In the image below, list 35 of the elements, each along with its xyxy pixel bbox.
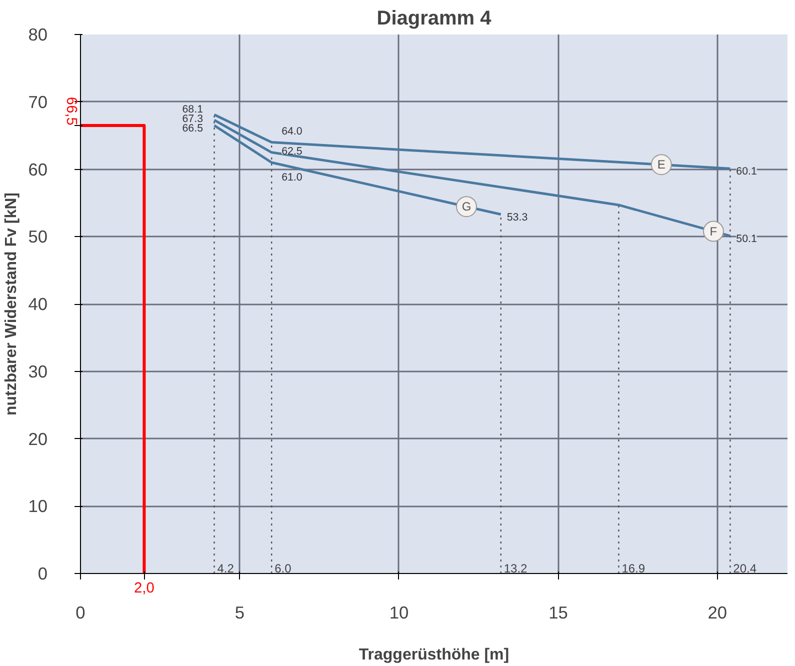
y-tick-label: 70 [28,92,48,112]
data-label: 53.3 [506,211,528,224]
ref-line-label: 20.4 [733,562,757,576]
data-label: 61.0 [282,172,302,184]
line-series [213,118,732,238]
ref-line-label: 4.2 [217,562,234,576]
ref-line-label: 6.0 [274,562,292,576]
series-label: G [462,200,472,214]
chart-title: Diagramm 4 [376,8,492,30]
y-tick-label: 50 [28,226,48,247]
x-tick-label: 15 [548,602,568,622]
y-tick-label: 80 [28,24,48,44]
data-label: 68.1 [182,104,204,116]
x-tick-label: 0 [76,602,86,622]
ref-line-label: 13.2 [504,562,528,576]
x-tick-label: 5 [234,602,245,622]
ref-line-label: 16.9 [622,562,646,576]
series-label: E [657,158,666,172]
y-tick-label: 20 [28,428,48,449]
data-label: 64.0 [282,125,302,138]
y-tick-label: 10 [28,496,48,516]
y-tick-label: 30 [28,361,48,382]
x-tick-label: 20 [708,602,728,622]
x-axis-title: Traggerüsthöhe [m] [358,646,510,664]
y-axis-title: nutzbarer Widerstand Fv [kN] [3,192,20,416]
data-label: 50.1 [736,232,757,245]
series-label: F [710,224,718,238]
data-label: 60.1 [736,166,757,178]
data-label: 62.5 [282,145,302,158]
y-tick-label: 40 [28,294,48,314]
y-tick-label: 0 [38,564,48,584]
annotation: 2,0 [134,580,154,596]
annotation: 66,5 [63,96,79,126]
y-tick-label: 60 [28,159,48,180]
x-tick-label: 10 [389,602,409,622]
